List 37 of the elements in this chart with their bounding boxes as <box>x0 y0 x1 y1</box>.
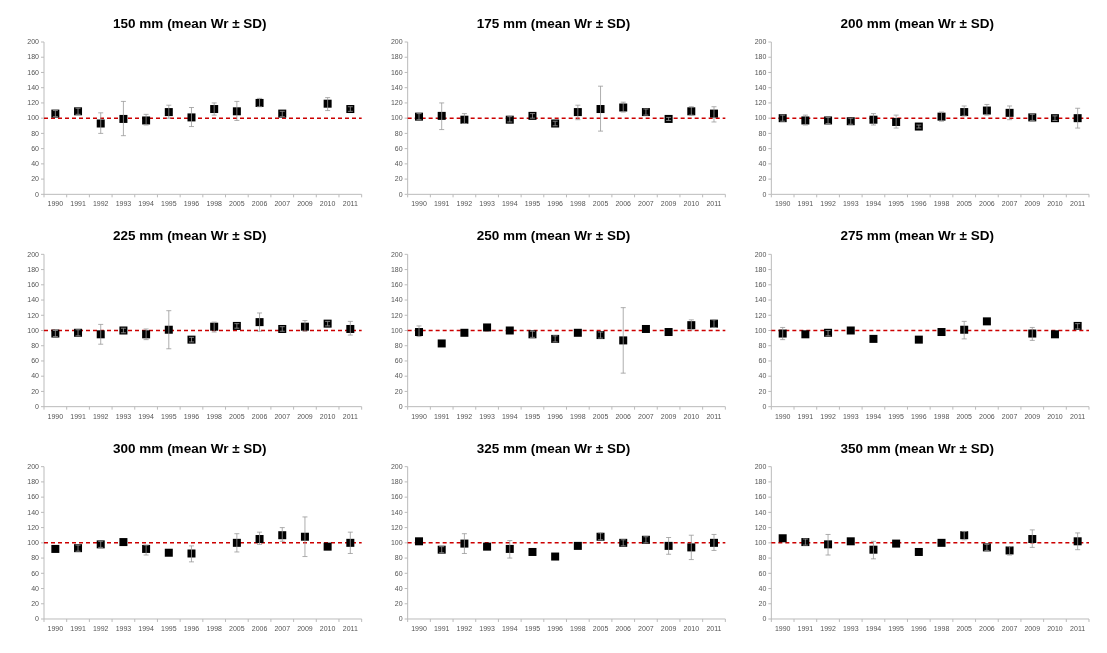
point <box>437 339 446 348</box>
point <box>778 534 787 543</box>
point <box>483 542 492 551</box>
chart-title: 300 mm (mean Wr ± SD) <box>113 440 267 456</box>
point <box>937 328 946 337</box>
chart-title: 200 mm (mean Wr ± SD) <box>840 16 994 31</box>
chart-title: 350 mm (mean Wr ± SD) <box>840 440 994 456</box>
point <box>937 538 946 547</box>
chart-title: 250 mm (mean Wr ± SD) <box>476 228 631 244</box>
point <box>914 335 923 344</box>
point <box>846 537 855 546</box>
chart-title: 225 mm (mean Wr ± SD) <box>113 228 267 244</box>
point <box>914 547 923 556</box>
chart-title: 275 mm (mean Wr ± SD) <box>840 228 994 244</box>
point <box>982 317 991 326</box>
point <box>528 547 537 556</box>
point <box>869 334 878 343</box>
chart-title: 325 mm (mean Wr ± SD) <box>476 440 631 456</box>
point <box>119 538 128 547</box>
point <box>505 326 514 335</box>
point <box>573 328 582 337</box>
chart-title: 150 mm (mean Wr ± SD) <box>113 16 267 31</box>
point <box>51 544 60 553</box>
point <box>664 328 673 337</box>
point <box>164 548 173 557</box>
point <box>483 323 492 332</box>
chart-title: 175 mm (mean Wr ± SD) <box>476 16 631 31</box>
point <box>573 541 582 550</box>
point <box>846 326 855 335</box>
point <box>892 539 901 548</box>
point <box>1050 330 1059 339</box>
point <box>801 330 810 339</box>
point <box>415 537 424 546</box>
point <box>323 542 332 551</box>
point <box>551 552 560 561</box>
point <box>641 324 650 333</box>
point <box>460 328 469 337</box>
